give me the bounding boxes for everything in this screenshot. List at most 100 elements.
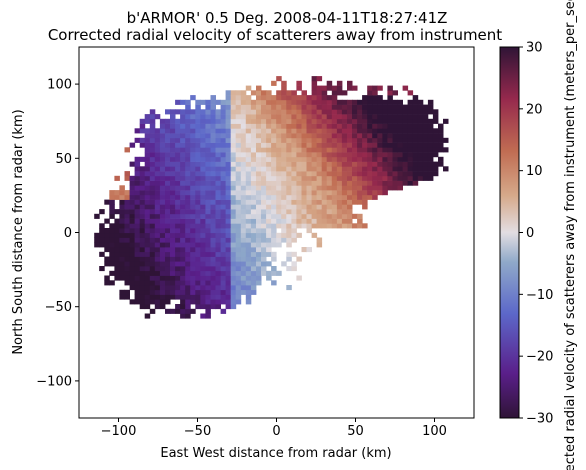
radar-cell: [256, 237, 262, 243]
radar-cell: [387, 137, 393, 143]
radar-cell: [377, 142, 383, 148]
radar-cell: [321, 142, 328, 148]
radar-cell: [235, 261, 242, 267]
radar-cell: [230, 166, 237, 172]
radar-cell: [261, 133, 267, 139]
radar-cell: [266, 223, 272, 229]
y-tick-label: −100: [36, 374, 72, 389]
radar-cell: [154, 247, 161, 253]
radar-cell: [250, 256, 257, 262]
radar-cell: [357, 156, 363, 162]
radar-cell: [276, 76, 282, 82]
radar-cell: [321, 90, 328, 96]
radar-cell: [387, 161, 393, 167]
radar-cell: [175, 137, 181, 143]
radar-cell: [119, 270, 125, 276]
radar-cell: [347, 80, 353, 86]
radar-cell: [170, 118, 176, 124]
radar-cell: [240, 289, 247, 295]
radar-cell: [432, 137, 439, 143]
radar-cell: [256, 95, 262, 101]
radar-cell: [306, 190, 312, 196]
radar-cell: [362, 114, 368, 120]
radar-cell: [377, 190, 383, 196]
radar-cell: [331, 128, 338, 134]
radar-cell: [240, 270, 247, 276]
radar-cell: [225, 161, 232, 167]
radar-cell: [296, 190, 302, 196]
radar-cell: [362, 175, 368, 181]
radar-cell: [149, 218, 156, 224]
radar-cell: [159, 180, 166, 186]
radar-cell: [382, 99, 388, 105]
radar-cell: [109, 204, 115, 210]
radar-cell: [210, 285, 216, 291]
radar-cell: [250, 237, 257, 243]
radar-cell: [382, 123, 388, 129]
radar-cell: [119, 261, 125, 267]
radar-cell: [139, 237, 146, 243]
radar-cell: [427, 99, 434, 105]
radar-cell: [372, 185, 378, 191]
radar-cell: [392, 104, 398, 110]
radar-cell: [230, 118, 237, 124]
radar-cell: [291, 99, 297, 105]
radar-cell: [266, 270, 272, 276]
radar-cell: [422, 161, 429, 167]
radar-cell: [165, 109, 171, 115]
radar-cell: [362, 185, 368, 191]
radar-cell: [180, 299, 186, 305]
radar-cell: [291, 213, 297, 219]
radar-cell: [159, 204, 166, 210]
radar-cell: [321, 99, 328, 105]
radar-cell: [296, 232, 302, 238]
radar-cell: [134, 213, 141, 219]
radar-cell: [149, 275, 156, 281]
radar-cell: [352, 85, 358, 91]
radar-cell: [402, 128, 409, 134]
radar-cell: [134, 275, 141, 281]
radar-cell: [210, 133, 216, 139]
radar-cell: [159, 247, 166, 253]
radar-cell: [276, 156, 282, 162]
radar-cell: [215, 171, 221, 177]
radar-cell: [210, 223, 216, 229]
radar-cell: [205, 137, 211, 143]
radar-cell: [180, 175, 186, 181]
radar-cell: [134, 251, 141, 257]
radar-cell: [286, 199, 292, 205]
radar-cell: [175, 109, 181, 115]
radar-cell: [387, 114, 393, 120]
radar-cell: [296, 152, 302, 158]
radar-cell: [220, 256, 227, 262]
radar-cell: [180, 294, 186, 300]
radar-cell: [205, 218, 211, 224]
radar-cell: [180, 123, 186, 129]
radar-cell: [225, 137, 232, 143]
radar-cell: [170, 247, 176, 253]
radar-cell: [235, 147, 242, 153]
radar-cell: [139, 280, 146, 286]
radar-cell: [225, 251, 232, 257]
radar-cell: [159, 199, 166, 205]
radar-cell: [149, 161, 156, 167]
x-tick-label: 50: [347, 424, 364, 439]
radar-cell: [175, 156, 181, 162]
radar-cell: [175, 194, 181, 200]
radar-cell: [341, 185, 348, 191]
radar-cell: [144, 166, 151, 172]
radar-cell: [296, 80, 302, 86]
radar-cell: [245, 218, 252, 224]
radar-cell: [276, 199, 282, 205]
radar-cell: [200, 261, 206, 267]
radar-cell: [114, 242, 120, 248]
radar-cell: [286, 114, 292, 120]
radar-cell: [175, 270, 181, 276]
radar-cell: [301, 114, 307, 120]
radar-cell: [185, 294, 191, 300]
radar-cell: [347, 114, 353, 120]
radar-cell: [240, 213, 247, 219]
radar-cell: [119, 266, 125, 272]
radar-cell: [341, 99, 348, 105]
